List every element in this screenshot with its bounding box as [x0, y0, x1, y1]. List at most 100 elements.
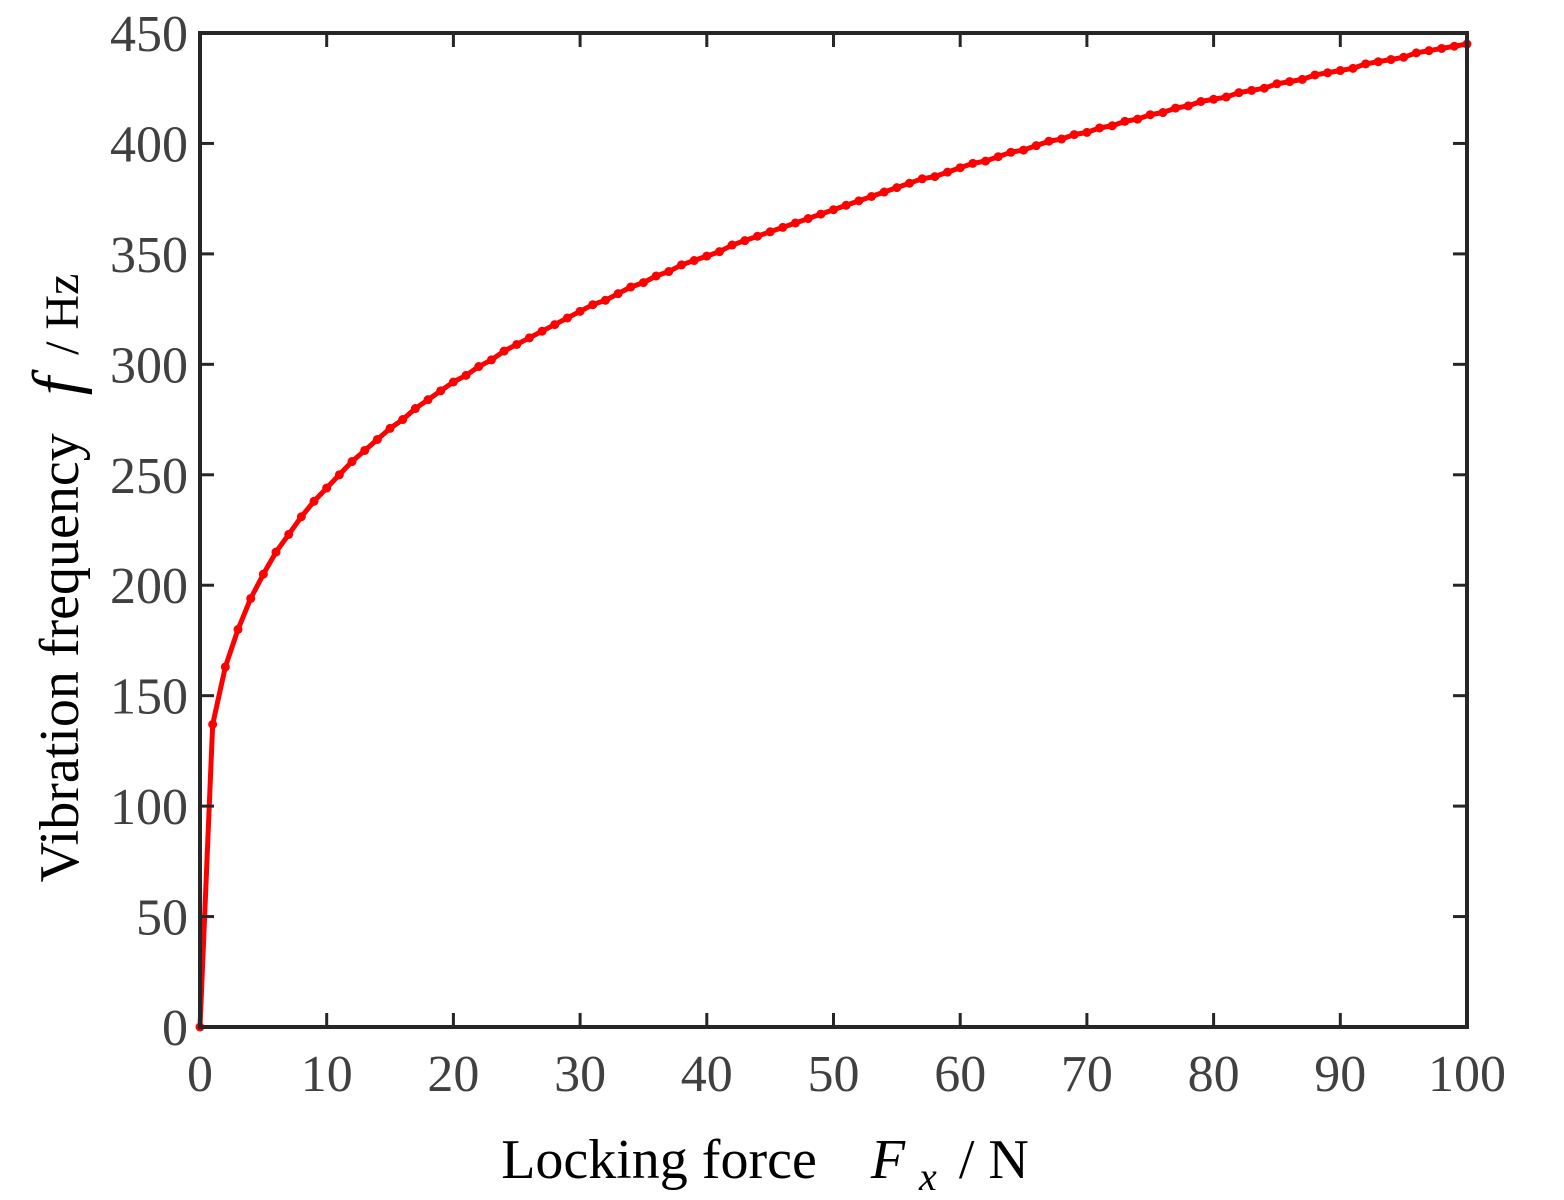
data-point-73	[1120, 116, 1130, 126]
data-point-66	[1031, 141, 1041, 151]
data-point-22	[474, 362, 484, 372]
y-tick-label-0: 0	[162, 1000, 188, 1057]
y-axis-label-symbol: f	[20, 369, 93, 395]
data-point-81	[1221, 92, 1231, 102]
data-point-95	[1399, 52, 1409, 62]
data-point-54	[879, 187, 889, 197]
data-point-63	[993, 152, 1003, 162]
data-point-12	[347, 457, 357, 467]
data-point-31	[588, 300, 598, 310]
data-point-78	[1183, 101, 1193, 111]
data-point-86	[1285, 77, 1295, 87]
data-point-42	[727, 240, 737, 250]
data-point-65	[1019, 145, 1029, 155]
data-point-44	[752, 231, 762, 241]
y-tick-label-50: 50	[136, 890, 188, 947]
data-point-2	[220, 662, 230, 672]
ticks-layer: 0 10 20 30 40 50 60 70 80 90 100 0 50 100 150 200 250 300…	[110, 6, 1506, 1103]
data-point-45	[765, 227, 775, 237]
data-point-46	[778, 222, 788, 232]
data-point-16	[398, 415, 408, 425]
x-tick-label-80: 80	[1188, 1046, 1240, 1103]
data-point-15	[385, 423, 395, 433]
data-point-50	[829, 205, 838, 215]
data-point-87	[1297, 74, 1307, 84]
data-point-43	[740, 236, 750, 246]
data-point-29	[562, 313, 572, 323]
data-point-21	[461, 370, 471, 380]
y-tick-label-250: 250	[110, 448, 188, 505]
data-point-67	[1044, 136, 1054, 146]
data-point-11	[334, 470, 344, 480]
data-point-6	[271, 547, 281, 557]
x-tick-label-0: 0	[187, 1046, 213, 1103]
plot-frame	[198, 31, 1469, 1029]
data-point-55	[892, 183, 902, 193]
x-axis-label-symbol: F	[870, 1129, 906, 1191]
data-point-41	[714, 247, 724, 257]
data-point-32	[600, 295, 610, 305]
data-point-25	[512, 339, 522, 349]
data-point-49	[816, 209, 826, 219]
data-point-69	[1069, 130, 1079, 140]
data-point-61	[968, 158, 978, 168]
data-point-56	[905, 178, 915, 188]
data-point-14	[372, 434, 382, 444]
data-point-91	[1348, 63, 1358, 73]
y-tick-label-450: 450	[110, 6, 188, 63]
data-point-17	[410, 404, 420, 414]
y-axis-label-prefix: Vibration frequency	[29, 433, 91, 882]
data-point-7	[284, 529, 294, 539]
data-point-53	[867, 191, 877, 201]
data-point-23	[486, 355, 496, 365]
data-point-19	[436, 386, 446, 396]
data-point-89	[1323, 68, 1333, 78]
data-point-37	[664, 267, 674, 277]
data-point-77	[1171, 103, 1181, 113]
data-point-3	[233, 624, 243, 634]
data-point-58	[930, 172, 940, 182]
data-point-8	[296, 512, 306, 522]
data-point-10	[322, 483, 332, 493]
y-tick-label-100: 100	[110, 779, 188, 836]
data-point-75	[1145, 110, 1155, 120]
data-point-36	[651, 271, 661, 281]
data-point-28	[550, 320, 560, 330]
data-point-99	[1449, 41, 1459, 51]
data-point-79	[1196, 96, 1206, 106]
data-point-18	[423, 395, 433, 405]
x-tick-label-70: 70	[1061, 1046, 1113, 1103]
data-point-30	[575, 306, 585, 316]
y-axis-label-unit: / Hz	[36, 274, 89, 355]
data-point-84	[1259, 83, 1269, 93]
data-point-51	[841, 200, 851, 210]
x-tick-label-20: 20	[427, 1046, 479, 1103]
data-point-1	[208, 719, 218, 729]
plot-area	[200, 33, 1467, 1027]
data-point-52	[854, 196, 864, 206]
data-point-82	[1234, 88, 1244, 98]
series-layer	[195, 39, 1472, 1032]
x-tick-label-90: 90	[1314, 1046, 1366, 1103]
x-tick-label-40: 40	[681, 1046, 733, 1103]
data-point-4	[246, 593, 256, 603]
data-point-40	[702, 251, 712, 261]
data-point-60	[955, 163, 965, 173]
data-point-9	[309, 496, 319, 506]
data-point-92	[1361, 59, 1371, 69]
data-point-33	[613, 289, 623, 299]
data-point-64	[1006, 147, 1016, 157]
y-tick-label-350: 350	[110, 227, 188, 284]
data-point-70	[1082, 127, 1092, 137]
data-point-48	[803, 214, 813, 224]
data-point-80	[1209, 94, 1219, 104]
y-tick-label-200: 200	[110, 558, 188, 615]
data-point-62	[981, 156, 991, 166]
y-axis-label: Vibration frequency f / Hz	[20, 274, 93, 883]
data-point-97	[1424, 46, 1434, 56]
data-point-59	[943, 167, 953, 177]
x-axis-label-unit: / N	[959, 1129, 1029, 1191]
data-point-27	[537, 326, 547, 336]
